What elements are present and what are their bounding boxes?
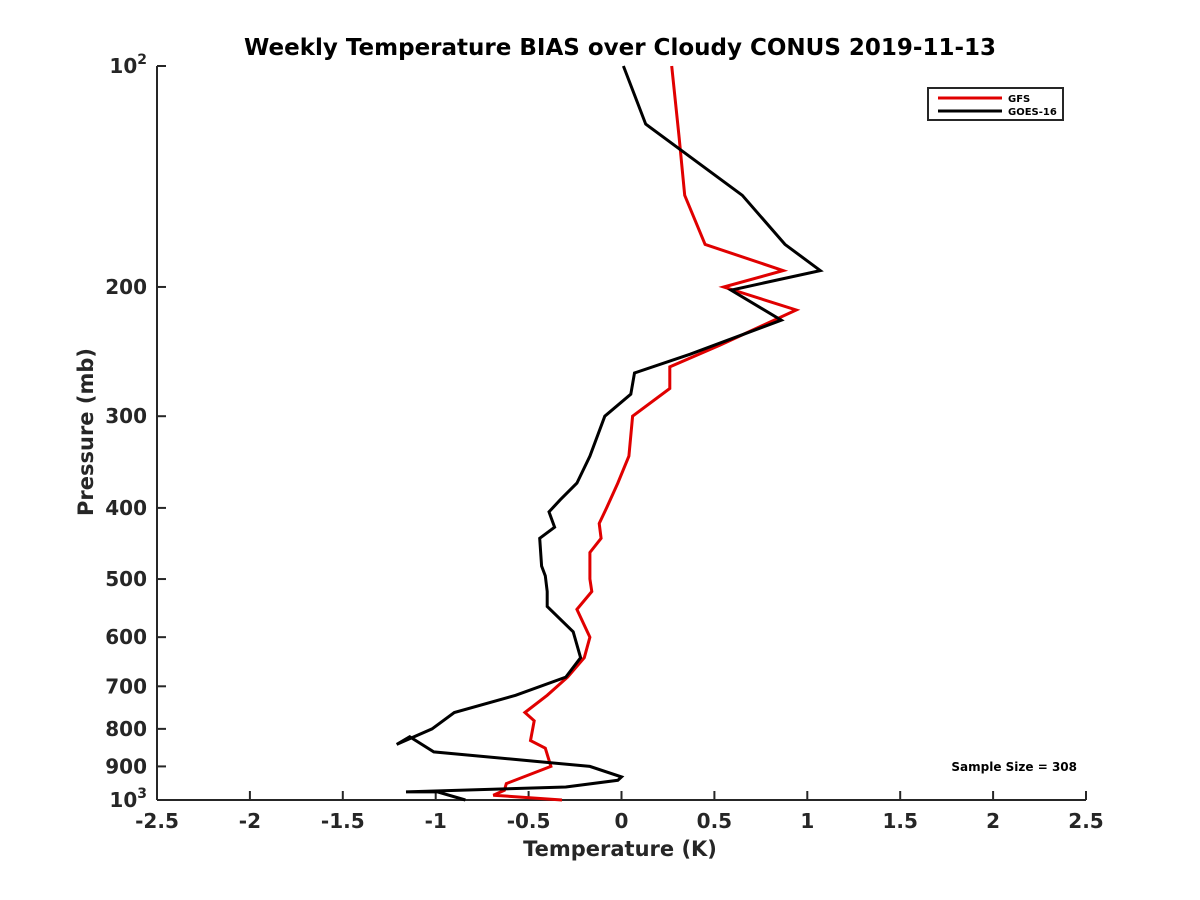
y-tick-label: 500 bbox=[105, 567, 147, 591]
x-tick-label: -2.5 bbox=[135, 809, 179, 833]
y-tick-label: 600 bbox=[105, 625, 147, 649]
legend-label: GOES-16 bbox=[1008, 107, 1057, 118]
y-tick-label: 400 bbox=[105, 496, 147, 520]
x-tick-label: 2 bbox=[986, 809, 1000, 833]
y-tick-label: 700 bbox=[105, 674, 147, 698]
series-line-goes-16 bbox=[395, 65, 824, 802]
x-tick-label: 1.5 bbox=[882, 809, 917, 833]
legend-label: GFS bbox=[1008, 94, 1030, 105]
y-axis-label: Pressure (mb) bbox=[74, 348, 98, 516]
chart-title: Weekly Temperature BIAS over Cloudy CONU… bbox=[244, 35, 996, 61]
x-tick-label: -1.5 bbox=[321, 809, 365, 833]
series-layer bbox=[395, 65, 824, 802]
sample-size-annotation: Sample Size = 308 bbox=[951, 760, 1077, 774]
x-tick-label: 2.5 bbox=[1068, 809, 1103, 833]
x-tick-label: 0.5 bbox=[697, 809, 732, 833]
x-tick-label: 0 bbox=[615, 809, 629, 833]
y-tick-label: 200 bbox=[105, 275, 147, 299]
x-tick-label: 1 bbox=[800, 809, 814, 833]
y-tick-label: 102 bbox=[109, 52, 147, 78]
y-tick-label: 900 bbox=[105, 754, 147, 778]
axes: -2.5 -2 -1.5 -1 -0.5 0 0.5 1 1.5 2 2.5 102 200 300 400… bbox=[105, 52, 1103, 833]
legend-box bbox=[927, 87, 1064, 121]
series-line-gfs bbox=[492, 65, 801, 802]
x-tick-label: -2 bbox=[239, 809, 261, 833]
x-tick-label: -0.5 bbox=[507, 809, 551, 833]
x-axis-label: Temperature (K) bbox=[523, 837, 717, 861]
y-tick-label: 800 bbox=[105, 717, 147, 741]
y-tick-label: 103 bbox=[109, 786, 147, 812]
y-tick-label: 300 bbox=[105, 404, 147, 428]
legend: GFS GOES-16 bbox=[927, 87, 1064, 121]
x-tick-label: -1 bbox=[425, 809, 447, 833]
